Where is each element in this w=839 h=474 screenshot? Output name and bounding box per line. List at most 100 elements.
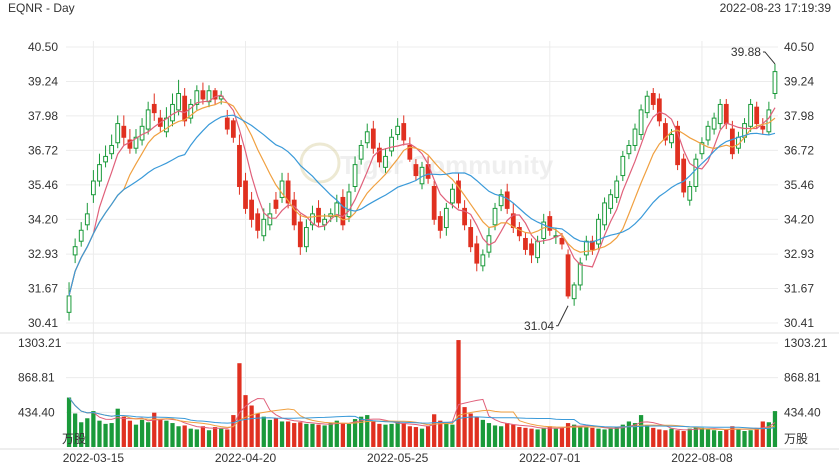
volume-bar-down — [371, 420, 376, 447]
candle-down — [316, 207, 321, 223]
candle-up — [638, 109, 644, 136]
volume-bar-up — [748, 430, 753, 447]
candle-down — [273, 199, 279, 209]
price-tick-label: 34.20 — [28, 212, 58, 226]
candle-down — [547, 216, 553, 231]
volume-bar-up — [389, 423, 394, 447]
volume-bar-up — [66, 397, 72, 447]
price-tick-label: 39.24 — [28, 74, 58, 88]
candle-down — [285, 180, 291, 204]
volume-bar-down — [432, 414, 437, 447]
candle-up — [450, 188, 455, 204]
volume-axis-left: 1303.21 868.81 434.40 — [18, 336, 62, 419]
price-tick-label: 40.50 — [28, 40, 58, 54]
annotation-leader — [556, 305, 569, 327]
candle-down — [474, 243, 480, 264]
candle-up — [577, 262, 583, 286]
price-axis-left: 40.50 39.24 37.98 36.72 35.46 34.20 32.93 31.67… — [28, 40, 58, 330]
volume-bar-up — [109, 423, 114, 447]
volume-bar-up — [85, 418, 90, 447]
volume-bar-up — [79, 422, 84, 447]
volume-bar-down — [158, 419, 163, 447]
price-tick-label: 32.93 — [784, 247, 814, 261]
volume-bar-down — [468, 413, 473, 447]
candle-up — [78, 229, 84, 242]
candle-up — [626, 144, 632, 155]
volume-tick-label: 1303.21 — [784, 336, 828, 350]
price-tick-label: 32.93 — [28, 247, 58, 261]
volume-bar-down — [127, 420, 133, 447]
volume-bar-up — [322, 425, 327, 447]
volume-bar-down — [292, 423, 297, 447]
candle-up — [541, 221, 547, 239]
volume-bar-up — [304, 423, 309, 447]
candle-down — [656, 98, 662, 122]
volume-tick-label: 1303.21 — [18, 336, 62, 350]
volume-bar-up — [699, 427, 705, 447]
candle-up — [711, 117, 717, 130]
candle-up — [620, 155, 626, 177]
volume-bar-up — [584, 427, 589, 447]
price-tick-label: 35.46 — [28, 178, 58, 192]
ma-10-line — [68, 101, 776, 297]
volume-unit-right: 万股 — [784, 432, 808, 446]
candle-down — [565, 254, 571, 297]
volume-bar-down — [559, 427, 565, 447]
volume-bar-up — [279, 421, 285, 447]
candle-up — [614, 180, 620, 198]
candle-down — [340, 196, 346, 226]
volume-bar-down — [225, 429, 230, 447]
volume-bar-down — [200, 426, 206, 447]
volume-bar-up — [103, 423, 108, 447]
candle-down — [760, 125, 766, 130]
volume-bar-up — [261, 416, 266, 447]
volume-bar-up — [608, 428, 613, 447]
volume-bar-up — [766, 422, 772, 447]
volume-bar-up — [602, 429, 607, 447]
candle-up — [705, 125, 711, 141]
volume-bar-down — [517, 427, 522, 447]
volume-bar-up — [578, 426, 583, 447]
candle-up — [535, 240, 541, 259]
volume-bar-down — [438, 420, 443, 447]
volume-bar-up — [115, 408, 120, 447]
vol-ma-20-line — [68, 397, 776, 430]
candle-down — [456, 180, 461, 204]
timestamp: 2022-08-23 17:19:39 — [720, 1, 832, 15]
candle-up — [279, 180, 285, 198]
candle-down — [255, 213, 261, 231]
volume-bar-down — [237, 363, 242, 447]
volume-bar-down — [377, 423, 382, 447]
candle-up — [748, 103, 754, 127]
volume-bar-up — [614, 427, 619, 447]
volume-bar-down — [182, 425, 187, 447]
candle-down — [516, 227, 522, 237]
candle-up — [480, 254, 486, 267]
volume-bar-down — [590, 427, 595, 447]
volume-bar-down — [754, 427, 759, 447]
volume-bar-up — [687, 428, 692, 447]
x-axis: 2022-03-15 2022-04-20 2022-05-25 2022-07-01… — [63, 451, 733, 465]
volume-bar-up — [486, 423, 492, 447]
volume-bar-up — [219, 428, 224, 447]
candle-down — [723, 103, 729, 125]
volume-bar-down — [462, 407, 467, 447]
candle-up — [66, 295, 72, 313]
volume-bar-up — [693, 427, 698, 447]
candle-up — [267, 213, 273, 226]
candle-down — [437, 216, 443, 231]
vol-ma-5-line — [68, 397, 776, 431]
volume-bar-up — [626, 421, 632, 447]
candle-down — [559, 237, 565, 245]
volume-bar-up — [498, 426, 504, 447]
candle-up — [608, 194, 614, 209]
candle-down — [431, 186, 437, 220]
candle-down — [529, 243, 534, 256]
candle-down — [407, 144, 413, 160]
candle-up — [492, 207, 498, 226]
candle-down — [413, 164, 419, 177]
price-tick-label: 30.41 — [784, 316, 814, 330]
price-tick-label: 31.67 — [784, 282, 814, 296]
volume-bar-down — [407, 426, 412, 447]
